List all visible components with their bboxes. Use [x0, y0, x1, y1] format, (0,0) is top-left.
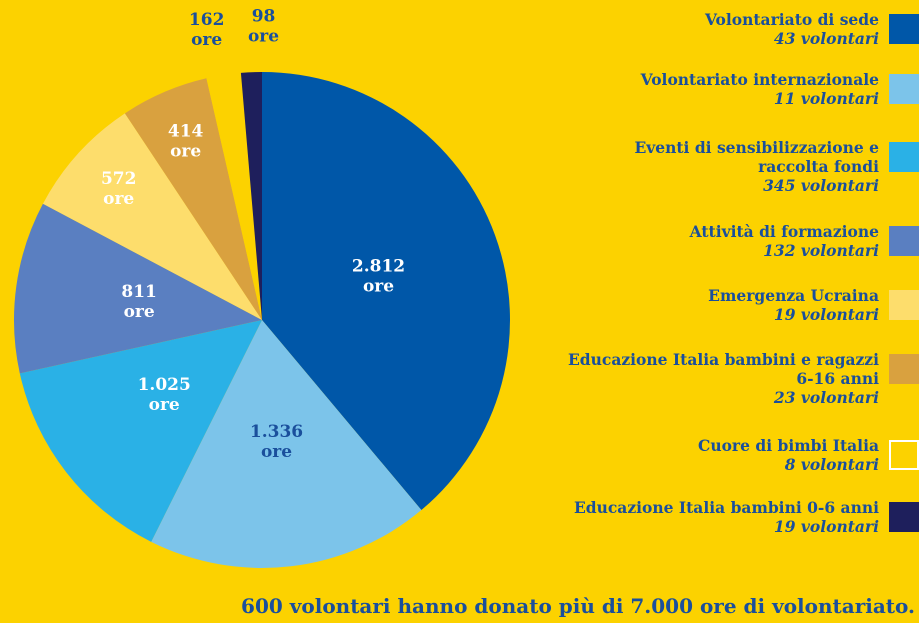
legend-sublabel: 345 volontari: [763, 176, 879, 195]
legend-swatch: [889, 14, 919, 44]
legend-item: Cuore di bimbi Italia 8 volontari: [559, 436, 919, 474]
value-label: 98: [252, 7, 276, 27]
legend-sublabel: 23 volontari: [773, 388, 879, 407]
value-label: 811: [121, 282, 157, 302]
legend-label: Cuore di bimbi Italia: [697, 436, 879, 455]
legend-item: Volontariato internazionale 11 volontari: [559, 70, 919, 108]
legend-item: Attività di formazione 132 volontari: [559, 222, 919, 260]
legend-swatch: [889, 354, 919, 384]
legend-label: Volontariato di sede: [704, 10, 879, 29]
pie-slice: [13, 203, 262, 374]
legend-item: Educazione Italia bambini 0-6 anni 19 vol…: [559, 498, 919, 536]
value-unit: ore: [170, 141, 201, 161]
legend-sublabel: 19 volontari: [773, 305, 879, 324]
legend-item: Volontariato di sede 43 volontari: [559, 10, 919, 48]
legend-swatch: [889, 226, 919, 256]
value-label: 1.336: [250, 422, 303, 442]
legend-sublabel: 132 volontari: [763, 241, 879, 260]
value-unit: ore: [149, 395, 180, 415]
legend-swatch: [889, 502, 919, 532]
value-unit: ore: [248, 27, 279, 47]
legend-item: Eventi di sensibilizzazione e raccolta f…: [559, 138, 919, 195]
legend-sublabel: 11 volontari: [773, 89, 879, 108]
value-label: 162: [189, 10, 225, 30]
value-unit: ore: [103, 189, 134, 209]
legend-sublabel: 19 volontari: [773, 517, 879, 536]
legend-text: Educazione Italia bambini e ragazzi 6-16…: [559, 350, 879, 407]
legend-label: Educazione Italia bambini e ragazzi 6-16…: [567, 350, 879, 388]
legend-label: Educazione Italia bambini 0-6 anni: [573, 498, 879, 517]
pie-slice: [262, 72, 510, 511]
value-unit: ore: [261, 442, 292, 462]
pie-slice: [42, 113, 263, 320]
legend-text: Educazione Italia bambini 0-6 anni 19 vol…: [574, 498, 879, 536]
legend-text: Eventi di sensibilizzazione e raccolta f…: [559, 138, 879, 195]
legend-text: Attività di formazione 132 volontari: [690, 222, 879, 260]
value-unit: ore: [363, 277, 394, 297]
legend-swatch: [889, 74, 919, 104]
value-label: 572: [101, 169, 137, 189]
legend-label: Attività di formazione: [689, 222, 879, 241]
legend-text: Cuore di bimbi Italia 8 volontari: [698, 436, 879, 474]
legend-item: Educazione Italia bambini e ragazzi 6-16…: [559, 350, 919, 407]
legend-item: Emergenza Ucraina 19 volontari: [559, 286, 919, 324]
legend-swatch: [889, 290, 919, 320]
value-unit: ore: [124, 302, 155, 322]
legend-label: Volontariato internazionale: [640, 70, 879, 89]
legend-label: Eventi di sensibilizzazione e raccolta f…: [634, 138, 879, 176]
footer: 600 volontari hanno donato più di 7.000 …: [241, 594, 915, 618]
pie-slice: [124, 78, 262, 321]
value-unit: ore: [191, 30, 222, 50]
legend-swatch: [889, 440, 919, 470]
legend-swatch: [889, 142, 919, 172]
pie-slice: [151, 320, 422, 568]
legend-sublabel: 43 volontari: [773, 29, 879, 48]
value-label: 1.025: [138, 375, 191, 395]
pie-slice: [240, 72, 262, 320]
legend-sublabel: 8 volontari: [784, 455, 879, 474]
pie-slice: [206, 72, 262, 320]
value-label: 414: [168, 121, 204, 141]
legend-text: Volontariato internazionale 11 volontari: [641, 70, 879, 108]
pie-slice: [19, 320, 263, 542]
legend-text: Emergenza Ucraina 19 volontari: [708, 286, 879, 324]
value-label: 2.812: [352, 257, 405, 277]
legend-text: Volontariato di sede 43 volontari: [705, 10, 879, 48]
legend-label: Emergenza Ucraina: [708, 286, 879, 305]
